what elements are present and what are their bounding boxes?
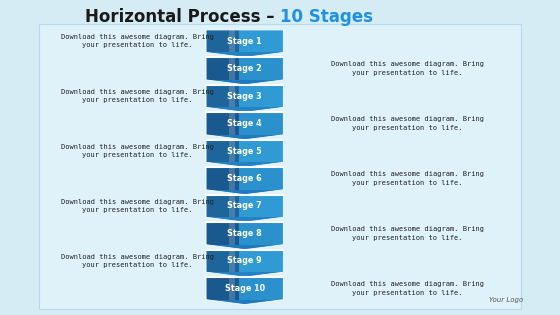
Polygon shape [206,85,239,107]
Polygon shape [239,250,283,272]
Text: Download this awesome diagram. Bring
your presentation to life.: Download this awesome diagram. Bring you… [60,144,214,158]
Text: Download this awesome diagram. Bring
your presentation to life.: Download this awesome diagram. Bring you… [60,34,214,49]
Polygon shape [229,140,235,162]
Polygon shape [206,140,239,162]
Polygon shape [206,277,283,305]
Text: Stage 9: Stage 9 [227,256,262,266]
Text: Stage 10: Stage 10 [225,284,265,293]
Text: Download this awesome diagram. Bring
your presentation to life.: Download this awesome diagram. Bring you… [60,89,214,103]
Polygon shape [229,112,235,135]
Polygon shape [206,167,283,195]
Text: Stage 1: Stage 1 [227,37,262,46]
Polygon shape [206,30,283,57]
Polygon shape [206,167,239,190]
Text: Stage 3: Stage 3 [227,92,262,100]
Text: Stage 2: Stage 2 [227,64,262,73]
Polygon shape [206,222,283,250]
Polygon shape [206,222,239,245]
Polygon shape [206,30,239,53]
Polygon shape [239,277,283,300]
Text: Download this awesome diagram. Bring
your presentation to life.: Download this awesome diagram. Bring you… [331,171,484,186]
Polygon shape [206,57,239,80]
Polygon shape [206,112,283,140]
Polygon shape [229,30,235,53]
Polygon shape [229,277,235,300]
Polygon shape [239,167,283,190]
Polygon shape [206,250,239,272]
Text: Download this awesome diagram. Bring
your presentation to life.: Download this awesome diagram. Bring you… [60,199,214,213]
Text: Horizontal Process –: Horizontal Process – [85,8,280,26]
Text: Download this awesome diagram. Bring
your presentation to life.: Download this awesome diagram. Bring you… [331,61,484,76]
Text: Download this awesome diagram. Bring
your presentation to life.: Download this awesome diagram. Bring you… [331,281,484,296]
Text: Stage 4: Stage 4 [227,119,262,128]
Polygon shape [206,195,283,222]
Text: Download this awesome diagram. Bring
your presentation to life.: Download this awesome diagram. Bring you… [331,116,484,131]
Polygon shape [229,250,235,272]
Polygon shape [239,140,283,162]
Text: Stage 6: Stage 6 [227,174,262,183]
Polygon shape [206,85,283,112]
Polygon shape [229,85,235,107]
Text: Download this awesome diagram. Bring
your presentation to life.: Download this awesome diagram. Bring you… [60,254,214,268]
Polygon shape [239,195,283,217]
Text: Download this awesome diagram. Bring
your presentation to life.: Download this awesome diagram. Bring you… [331,226,484,241]
Polygon shape [239,222,283,245]
FancyBboxPatch shape [39,24,521,309]
Polygon shape [229,195,235,217]
Polygon shape [239,112,283,135]
Polygon shape [239,30,283,53]
Polygon shape [239,85,283,107]
Polygon shape [229,167,235,190]
Text: Your Logo: Your Logo [489,297,524,303]
Polygon shape [229,57,235,80]
Polygon shape [206,112,239,135]
Text: 10 Stages: 10 Stages [280,8,373,26]
Polygon shape [239,57,283,80]
Text: Stage 5: Stage 5 [227,146,262,156]
Polygon shape [206,277,239,300]
Polygon shape [206,57,283,85]
Polygon shape [206,195,239,217]
Polygon shape [206,250,283,277]
Text: Stage 8: Stage 8 [227,229,262,238]
Polygon shape [206,140,283,167]
Polygon shape [229,222,235,245]
Text: Stage 7: Stage 7 [227,202,262,210]
